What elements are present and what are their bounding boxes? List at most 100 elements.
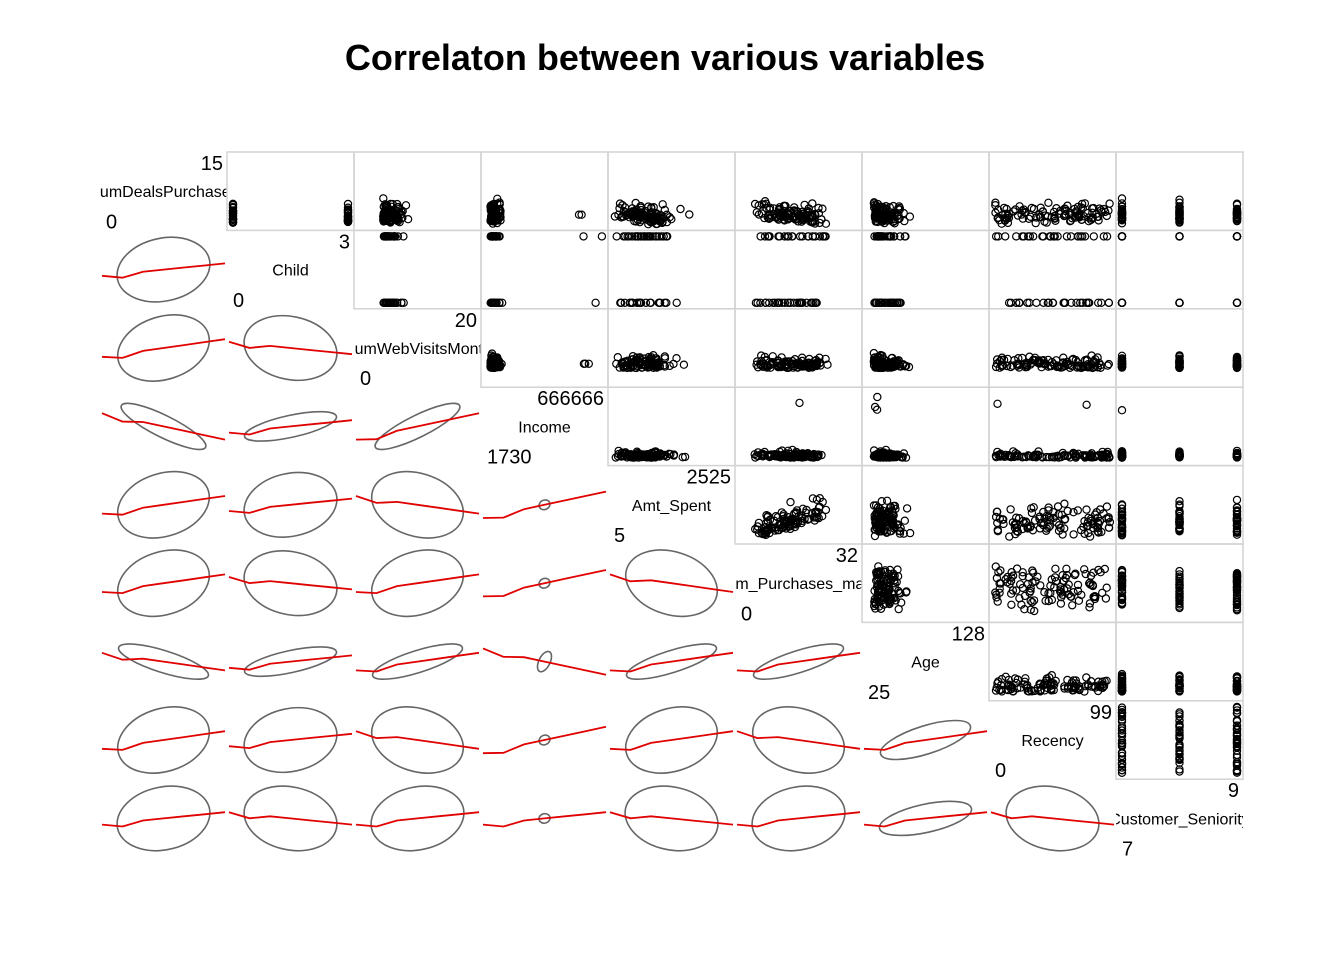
scatter-point — [1010, 523, 1020, 533]
scatter-point — [1176, 100, 1183, 107]
scatter-point — [1010, 452, 1019, 462]
smooth-line — [355, 730, 480, 750]
scatter-point — [1018, 232, 1027, 241]
correlation-ellipse — [243, 471, 338, 538]
scatter-point — [492, 166, 499, 173]
scatter-point — [649, 211, 659, 220]
scatter-point — [900, 216, 909, 226]
scatter-point — [1175, 356, 1184, 365]
panel-frame — [734, 229, 863, 310]
scatter-point — [1058, 590, 1067, 600]
scatter-point — [685, 210, 694, 219]
scatter-point — [641, 298, 651, 307]
scatter-point — [490, 166, 497, 173]
scatter-point — [1117, 724, 1127, 733]
scatter-point — [387, 298, 396, 307]
smooth-line — [609, 730, 734, 751]
scatter-point — [1069, 508, 1078, 517]
scatter-point — [660, 450, 670, 460]
scatter-point — [1011, 451, 1020, 461]
scatter-point — [893, 572, 903, 581]
scatter-point — [774, 232, 783, 241]
scatter-point — [1071, 355, 1081, 365]
scatter-point — [1232, 576, 1242, 585]
smooth-line — [482, 725, 607, 755]
scatter-point — [806, 166, 813, 173]
scatter-point — [393, 232, 403, 241]
scatter-point — [574, 204, 581, 211]
scatter-point — [648, 100, 655, 107]
scatter-panel — [486, 194, 586, 228]
smooth-line — [482, 490, 607, 519]
scatter-point — [640, 357, 649, 367]
scatter-point — [389, 100, 396, 107]
scatter-point — [764, 100, 771, 107]
scatter-point — [383, 100, 390, 107]
scatter-point — [872, 100, 879, 107]
scatter-point — [635, 100, 642, 107]
smooth-line — [228, 576, 353, 591]
scatter-point — [808, 232, 817, 241]
variable-label: Num_Purchases_made — [715, 576, 882, 593]
scatter-point — [393, 100, 400, 107]
scatter-point — [581, 359, 590, 368]
scatter-point — [343, 211, 353, 221]
variable-min-label: 0 — [995, 760, 1006, 782]
scatter-point — [776, 100, 783, 107]
scatter-point — [490, 232, 499, 241]
scatter-point — [1056, 206, 1065, 216]
scatter-point — [389, 166, 396, 173]
scatter-point — [1012, 232, 1021, 241]
scatter-point — [1085, 451, 1095, 461]
scatter-point — [489, 361, 498, 371]
scatter-point — [228, 209, 238, 218]
scatter-point — [1042, 100, 1049, 107]
correlation-ellipse — [243, 646, 338, 678]
scatter-point — [1082, 521, 1092, 531]
scatter-point — [1063, 166, 1070, 173]
scatter-point — [669, 359, 678, 369]
scatter-point — [774, 100, 781, 107]
scatter-point — [610, 212, 620, 221]
scatter-point — [762, 355, 771, 365]
scatter-point — [459, 211, 466, 218]
scatter-point — [889, 359, 899, 369]
variable-max-label: 15 — [201, 153, 223, 175]
scatter-point — [1117, 526, 1127, 536]
scatter-point — [884, 212, 893, 222]
scatter-point — [992, 590, 1001, 599]
scatter-point — [655, 232, 664, 241]
scatter-point — [1104, 206, 1113, 215]
scatter-point — [396, 100, 403, 107]
scatter-point — [1232, 528, 1242, 537]
scatter-point — [1080, 687, 1089, 696]
scatter-point — [804, 514, 813, 524]
scatter-point — [489, 166, 496, 173]
scatter-panel — [1117, 194, 1242, 228]
scatter-panel — [611, 446, 690, 462]
scatter-point — [760, 100, 767, 107]
scatter-point — [1062, 564, 1071, 574]
scatter-point — [385, 166, 392, 173]
scatter-point — [1232, 682, 1242, 691]
correlation-ellipse — [538, 734, 551, 746]
scatter-point — [1175, 750, 1184, 759]
scatter-point — [1232, 452, 1242, 462]
scatter-point — [632, 166, 639, 173]
scatter-point — [879, 166, 886, 173]
scatter-point — [1089, 232, 1099, 241]
scatter-point — [806, 212, 815, 221]
variable-max-label: 2525 — [687, 467, 732, 489]
scatter-point — [1079, 565, 1089, 574]
smooth-line — [101, 338, 226, 359]
scatter-point — [1117, 708, 1127, 717]
scatter-point — [488, 100, 495, 107]
scatter-point — [1117, 232, 1127, 241]
variable-max-label: 128 — [952, 623, 985, 645]
scatter-point — [491, 166, 498, 173]
scatter-point — [1232, 595, 1242, 605]
correlation-ellipse — [116, 706, 211, 774]
scatter-point — [1176, 166, 1183, 173]
scatter-point — [766, 100, 773, 107]
scatter-point — [1023, 579, 1033, 589]
